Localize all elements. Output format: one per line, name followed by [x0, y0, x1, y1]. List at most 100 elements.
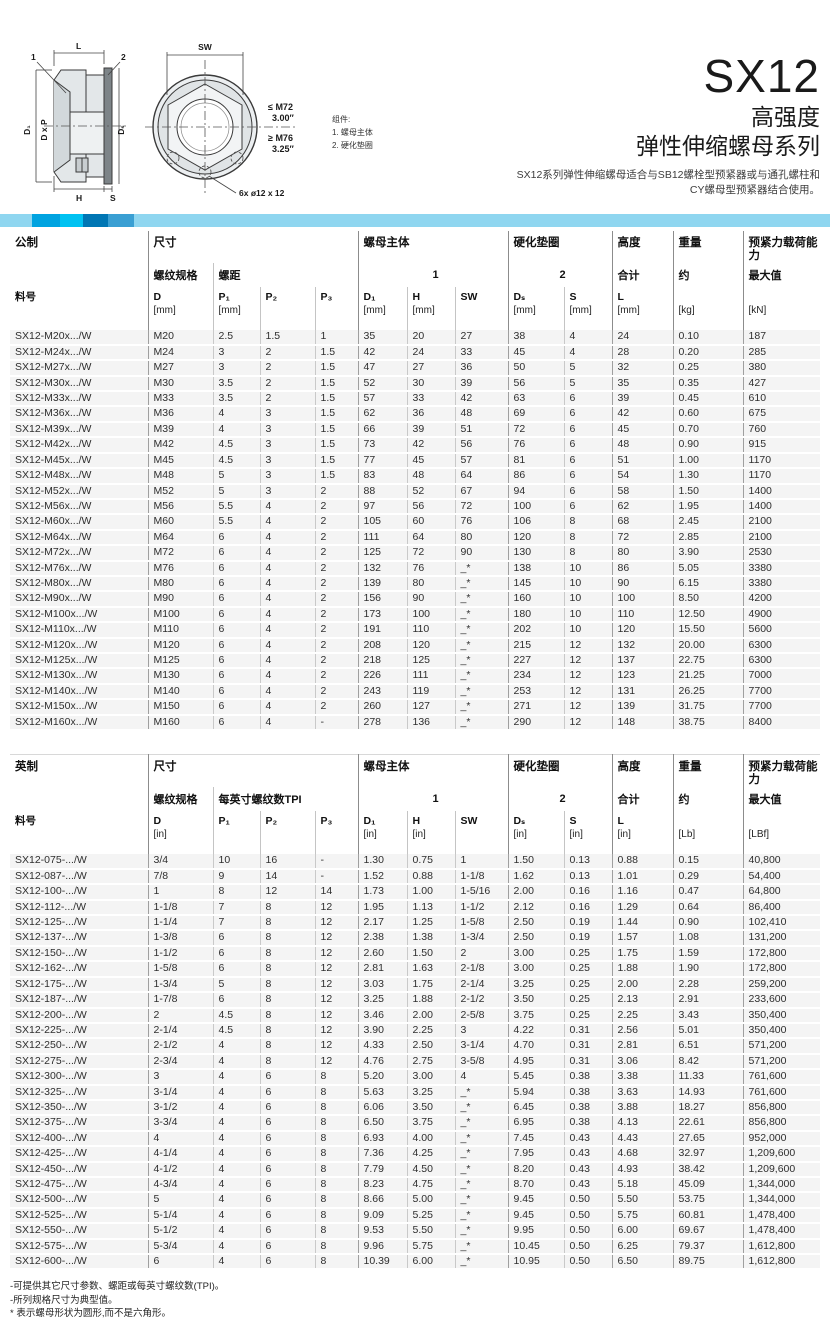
table-cell: 380	[742, 360, 821, 377]
table-cell: 2-1/4	[147, 1022, 213, 1040]
table-cell: 8.20	[507, 1161, 565, 1178]
table-cell: 3.46	[357, 1007, 407, 1024]
table-cell: 2.81	[357, 961, 407, 978]
table-cell: 32.97	[672, 1146, 744, 1163]
table-cell: SX12-225-.../W	[10, 1022, 148, 1040]
table-cell: 51	[454, 421, 509, 439]
table-cell: 0.43	[563, 1146, 613, 1163]
table-cell: 0.38	[563, 1099, 613, 1117]
table-cell: M64	[147, 529, 213, 547]
table-cell: 7	[212, 899, 260, 917]
table-cell: 1.90	[672, 961, 744, 978]
table-cell: 3-5/8	[454, 1053, 509, 1071]
table-cell: 57	[357, 391, 407, 408]
table-cell: 0.25	[563, 1007, 613, 1024]
table-cell: 5.20	[357, 1069, 407, 1086]
table-cell: 2	[314, 560, 358, 577]
table-cell: 6	[563, 483, 613, 500]
sub-header-total: 合计	[611, 787, 674, 812]
table-cell: 5-1/2	[147, 1223, 213, 1240]
table-cell: SX12-275-.../W	[10, 1053, 148, 1071]
table-cell: 0.50	[563, 1238, 613, 1256]
table-cell: M27	[147, 360, 213, 377]
group-header-weight: 重量	[672, 754, 744, 788]
table-cell: 3.50	[507, 992, 565, 1009]
table-cell: 6	[212, 683, 260, 701]
table-cell: M76	[147, 560, 213, 577]
series-title: SX12	[703, 50, 820, 102]
table-cell: 5	[563, 375, 613, 393]
table-cell: 7700	[742, 683, 821, 701]
table-cell: 4.5	[212, 1007, 260, 1024]
table-cell: 125	[406, 652, 455, 670]
table-row: SX12-M56x.../W M56 5.5 4 2 97 56 72 100 6 62 1.95 14…	[10, 498, 821, 516]
table-cell: 12	[314, 945, 358, 963]
column-header: H [in]	[406, 811, 455, 855]
table-cell: 6	[563, 406, 613, 423]
legend-title: 组件:	[332, 114, 350, 124]
table-cell: 5600	[742, 622, 821, 639]
table-cell: 80	[611, 545, 674, 562]
table-cell: SX12-400-.../W	[10, 1130, 148, 1148]
table-cell: 6	[212, 591, 260, 608]
sub-header-pitch: 螺距	[212, 263, 358, 288]
table-cell: 0.90	[672, 437, 744, 454]
table-cell: 3	[259, 406, 315, 423]
table-cell: 1.88	[611, 961, 674, 978]
table-cell: 38	[507, 330, 565, 346]
table-cell: 3.5	[212, 375, 260, 393]
table-cell: 64	[454, 468, 509, 485]
table-cell: 4.5	[212, 437, 260, 454]
table-cell: 233,600	[742, 992, 821, 1009]
table-row: SX12-M33x.../W M33 3.5 2 1.5 57 33 42 63 6 39 0.45 6…	[10, 391, 821, 408]
table-cell: M56	[147, 498, 213, 516]
table-cell: 11.33	[672, 1069, 744, 1086]
table-cell: 0.25	[563, 992, 613, 1009]
imperial-table-body: SX12-075-.../W 3/4 10 16-1.30 0.75 1 1.50 0.13 0…	[10, 854, 821, 1271]
table-cell: 1.5	[314, 468, 358, 485]
table-cell: 36	[454, 360, 509, 377]
annotation-ge-m76-inch: 3.25″	[272, 144, 295, 154]
table-cell: 0.38	[563, 1084, 613, 1101]
table-cell: _*	[454, 575, 509, 593]
table-row: SX12-M120x.../W M120 6 4 2 208 120 _* 215 12 132 20…	[10, 637, 821, 654]
table-cell: 2.50	[406, 1038, 455, 1055]
table-row: SX12-M27x.../W M27 3 2 1.5 47 27 36 50 5 32 0.25 380	[10, 360, 821, 377]
table-cell: 1,478,400	[742, 1207, 821, 1225]
table-cell: 72	[507, 421, 565, 439]
table-cell: 6	[259, 1192, 315, 1209]
table-row: SX12-575-.../W 5-3/4 4 6 8 9.96 5.75 _* 10.45 0.5…	[10, 1238, 821, 1256]
table-cell: 2.25	[406, 1022, 455, 1040]
table-cell: SX12-M64x.../W	[10, 529, 148, 547]
table-cell: 1.63	[406, 961, 455, 978]
table-row: SX12-M60x.../W M60 5.5 4 2 105 60 76 106 8 68 2.45 2…	[10, 514, 821, 531]
table-cell: 31.75	[672, 699, 744, 716]
table-cell: 4	[212, 1254, 260, 1271]
header-section: L 1 2 D₁ D x P Dₛ H S	[0, 0, 830, 214]
table-cell: 3.50	[406, 1099, 455, 1117]
table-cell: 6	[259, 1161, 315, 1178]
table-cell: 4	[259, 622, 315, 639]
table-cell: 8	[314, 1099, 358, 1117]
table-cell: 1,344,000	[742, 1176, 821, 1194]
table-cell: SX12-M150x.../W	[10, 699, 148, 716]
table-cell: 0.43	[563, 1130, 613, 1148]
table-cell: 1.38	[406, 930, 455, 947]
table-cell: 62	[357, 406, 407, 423]
table-cell: 8	[563, 545, 613, 562]
imperial-column-header-row: 料号 D [in] P₁ P₂ P₃ D₁ [in] H [in] SW Dₛ [in] S [in] L [i…	[10, 811, 821, 855]
legend-item-1: 1. 螺母主体	[332, 127, 373, 137]
sub-header-part-1: 1	[357, 787, 509, 812]
table-row: SX12-M90x.../W M90 6 4 2 156 90 _* 160 10 100 8.50 4…	[10, 591, 821, 608]
table-cell: 123	[611, 668, 674, 685]
table-cell: 218	[357, 652, 407, 670]
table-row: SX12-175-.../W 1-3/4 5 8 12 3.03 1.75 2-1/4 3.25…	[10, 976, 821, 994]
table-cell: 1,478,400	[742, 1223, 821, 1240]
table-cell: 4	[259, 652, 315, 670]
table-cell: 6	[212, 945, 260, 963]
group-header-weight: 重量	[672, 231, 744, 264]
table-cell: 5.75	[406, 1238, 455, 1256]
table-cell: 1.59	[672, 945, 744, 963]
sub-header-part-1: 1	[357, 263, 509, 288]
